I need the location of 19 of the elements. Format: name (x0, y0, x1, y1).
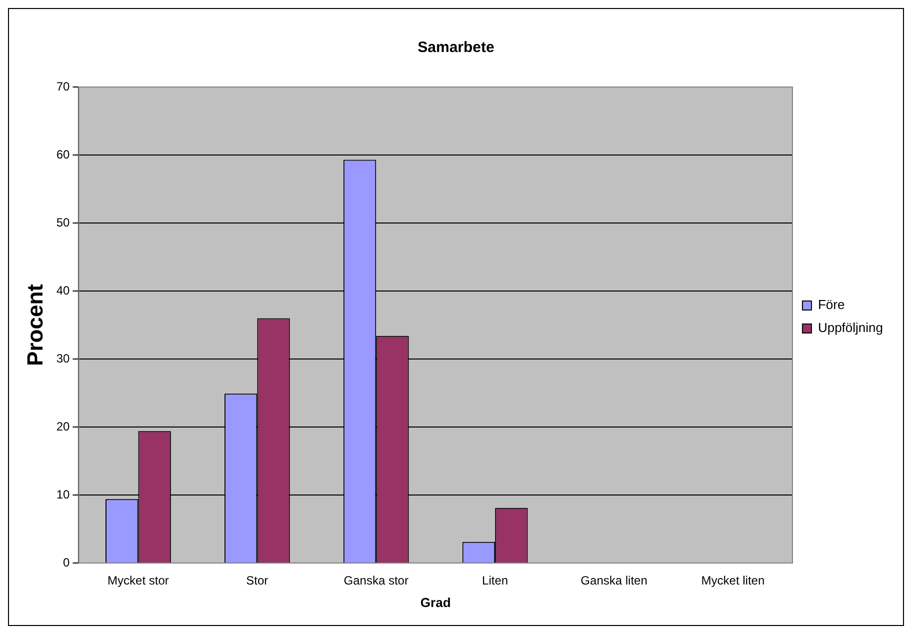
legend-label: Före (818, 297, 845, 312)
x-tick-label: Mycket stor (108, 574, 169, 588)
y-tick-label: 30 (56, 351, 70, 366)
y-tick-label: 20 (56, 419, 70, 434)
x-tick-label: Ganska stor (344, 574, 408, 588)
y-axis-title: Procent (22, 283, 48, 366)
x-tick-label: Ganska liten (580, 574, 648, 588)
x-tick-label: Stor (246, 574, 268, 588)
x-tick-label: Liten (482, 574, 508, 588)
y-tick-label: 10 (56, 487, 70, 502)
y-tick-label: 50 (56, 215, 70, 230)
x-tick-label: Mycket liten (701, 574, 765, 588)
y-tick-label: 70 (56, 79, 70, 94)
x-axis-title: Grad (420, 594, 451, 610)
legend-label: Uppföljning (818, 320, 883, 336)
y-tick-label: 40 (56, 283, 70, 298)
y-tick-label: 0 (63, 555, 70, 570)
chart-title: Samarbete (418, 39, 494, 56)
y-tick-label: 60 (56, 147, 70, 162)
